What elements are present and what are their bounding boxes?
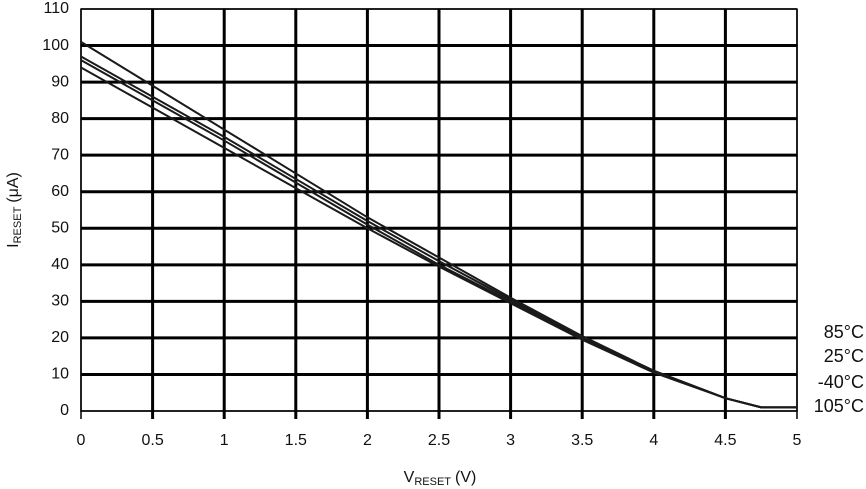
- series-label: -40°C: [818, 372, 864, 392]
- y-axis-label: IRESET (μA): [5, 172, 24, 248]
- x-tick-label: 0: [77, 432, 86, 449]
- y-label-subscript: RESET: [12, 206, 24, 243]
- x-tick-label: 4: [649, 432, 658, 449]
- x-tick-label: 3.5: [571, 432, 593, 449]
- x-label-symbol: V: [404, 469, 415, 486]
- y-tick-label: 80: [51, 110, 69, 127]
- x-axis-label: VRESET (V): [404, 469, 477, 488]
- x-tick-label: 0.5: [141, 432, 163, 449]
- x-tick-label: 2.5: [428, 432, 450, 449]
- y-tick-label: 40: [51, 256, 69, 273]
- y-label-unit: (μA): [5, 172, 22, 203]
- y-tick-label: 60: [51, 183, 69, 200]
- x-tick-label: 1: [220, 432, 229, 449]
- x-tick-label: 5: [793, 432, 802, 449]
- series-line: [80, 66, 797, 409]
- x-label-unit: (V): [455, 469, 476, 486]
- x-tick-label: 4.5: [714, 432, 736, 449]
- y-tick-label: 0: [60, 402, 69, 419]
- x-label-subscript: RESET: [414, 476, 451, 488]
- y-tick-label: 20: [51, 329, 69, 346]
- x-tick-label: 3: [506, 432, 515, 449]
- y-tick-label: 70: [51, 146, 69, 163]
- series-label: 85°C: [824, 322, 864, 342]
- series-label: 25°C: [824, 346, 864, 366]
- y-tick-label: 110: [43, 0, 69, 17]
- y-tick-label: 10: [51, 366, 69, 383]
- x-tick-label: 1.5: [285, 432, 307, 449]
- series-label: 105°C: [814, 396, 864, 416]
- y-tick-label: 50: [51, 219, 69, 236]
- y-tick-label: 100: [42, 37, 69, 54]
- y-tick-label: 90: [51, 73, 69, 90]
- y-label-symbol: I: [5, 243, 22, 247]
- y-tick-label: 30: [51, 293, 69, 310]
- x-tick-label: 2: [363, 432, 372, 449]
